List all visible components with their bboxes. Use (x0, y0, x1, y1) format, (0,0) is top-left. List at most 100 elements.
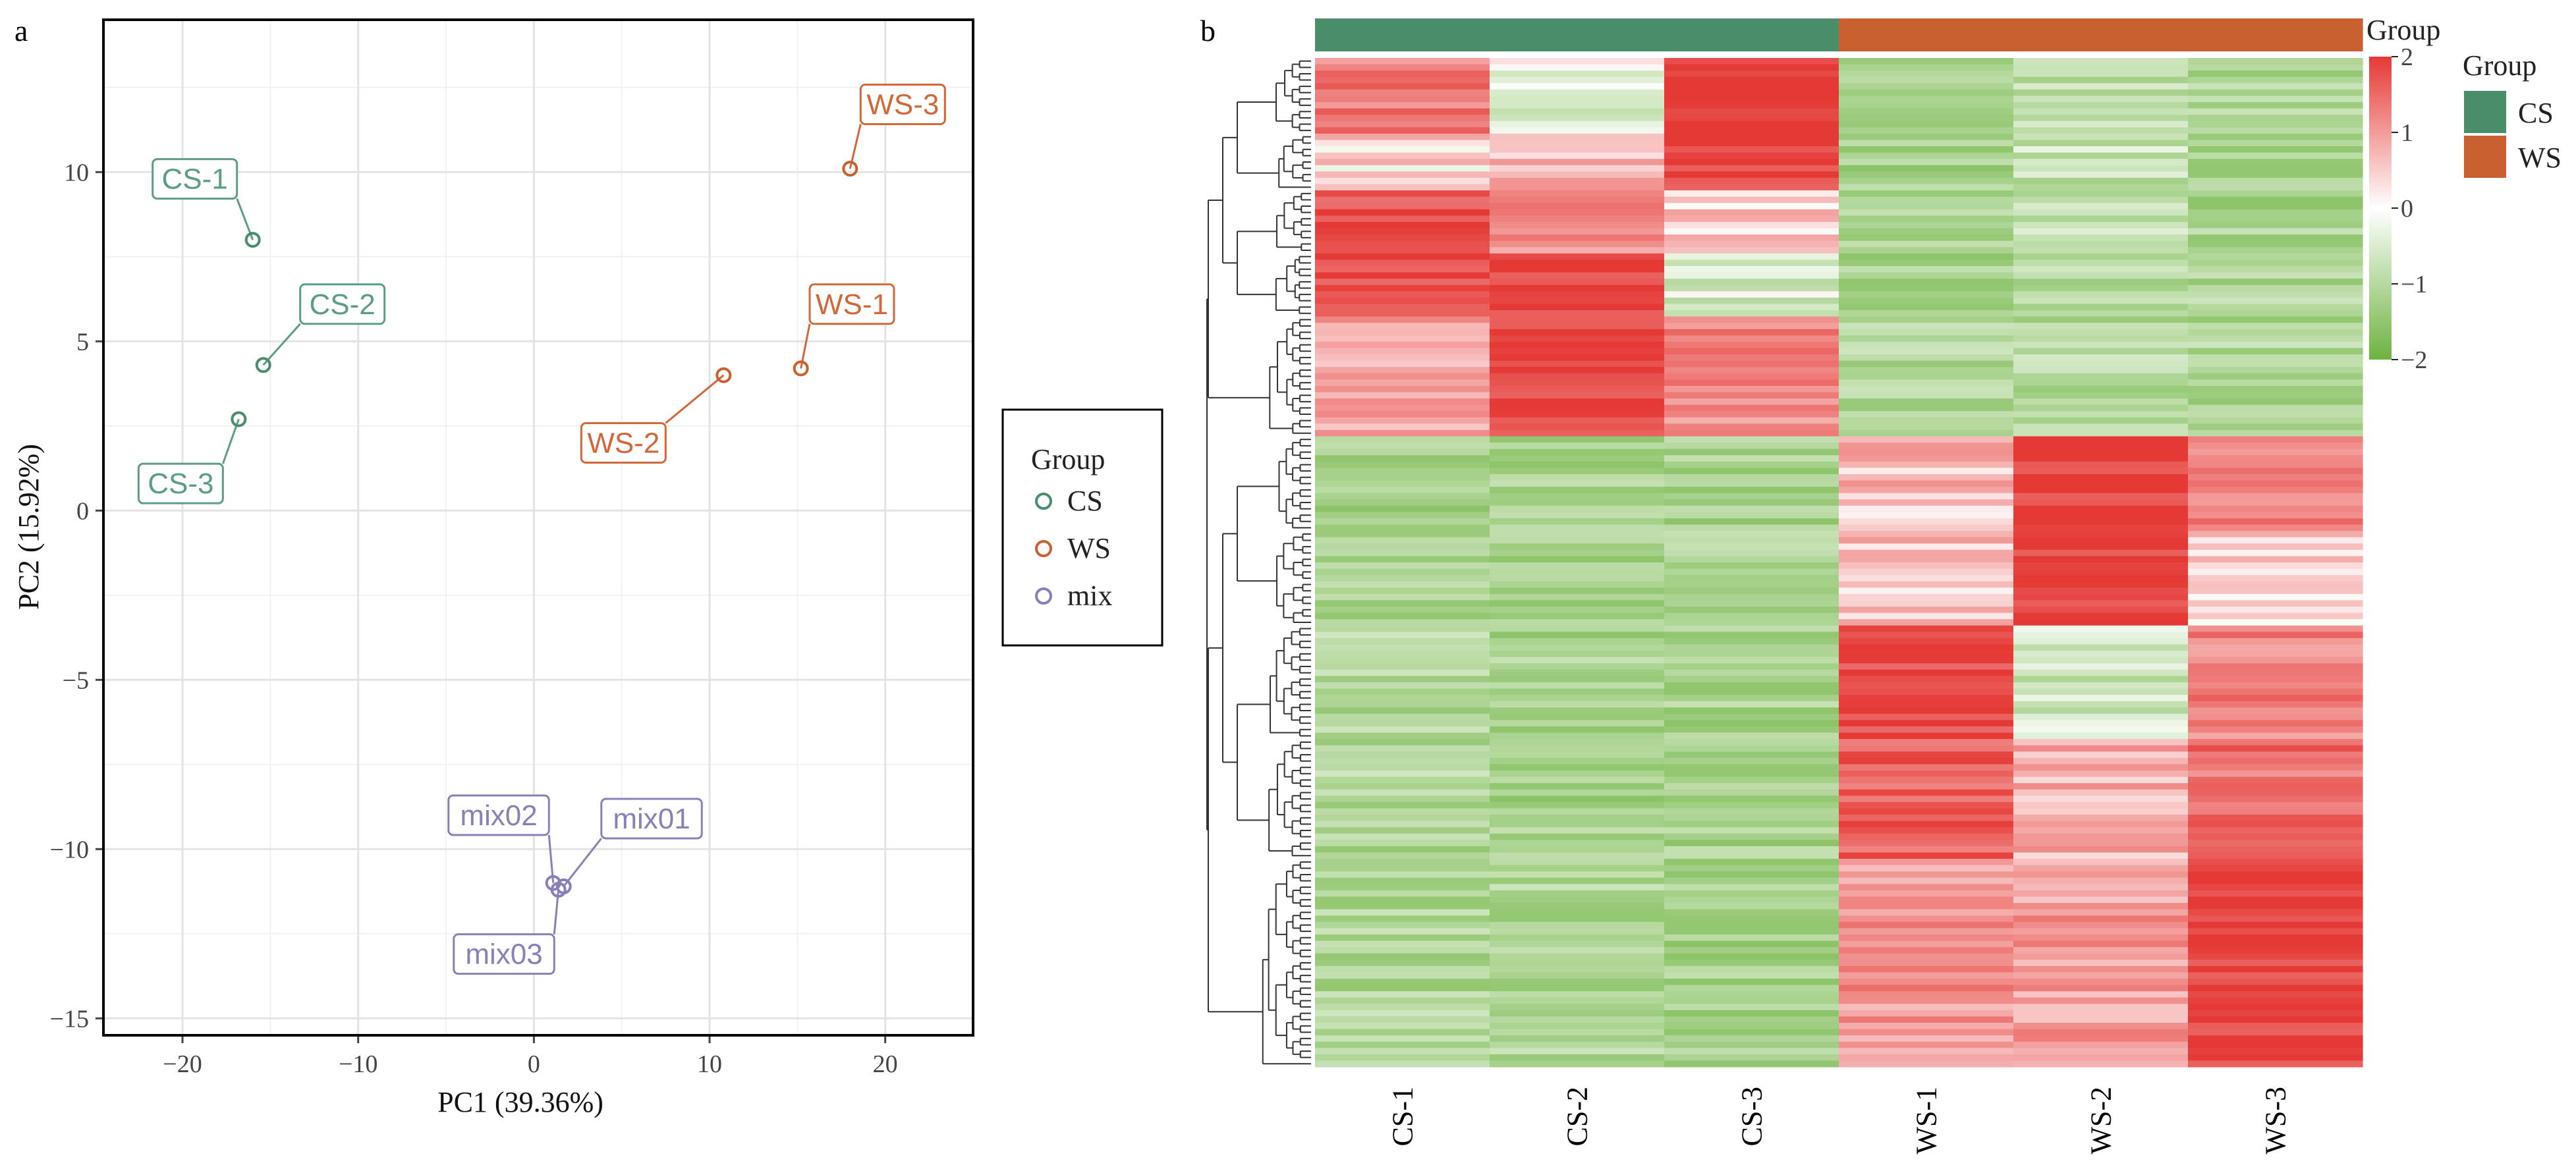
heatmap-cell (1490, 865, 1665, 872)
heatmap-cell (2188, 808, 2363, 815)
heatmap-cell (1664, 455, 1839, 462)
heatmap-cell (1315, 127, 1490, 134)
point-cs-3 (231, 411, 247, 427)
heatmap-cell (1839, 1010, 2014, 1017)
heatmap-cell (1490, 373, 1665, 380)
heatmap-cell (1664, 177, 1839, 185)
heatmap-cell (2188, 985, 2363, 992)
heatmap-column-labels: CS-1 CS-2 CS-3 WS-1 WS-2 WS-3 (1387, 1087, 2292, 1154)
heatmap-cell (1315, 701, 1490, 708)
heatmap-cell (1490, 411, 1665, 418)
heatmap-cell (1315, 1016, 1490, 1023)
legend-marker-mix (1035, 587, 1052, 605)
heatmap-cell (1490, 436, 1665, 443)
heatmap-cell (1315, 512, 1490, 519)
pca-x-axis-label: PC1 (39.36%) (437, 1086, 603, 1118)
heatmap-cell (1490, 1060, 1665, 1068)
heatmap-cell (1490, 348, 1665, 355)
heatmap-cell (1490, 64, 1665, 71)
heatmap-cell (1315, 997, 1490, 1004)
point-label-box (137, 462, 224, 504)
heatmap-cell (1490, 827, 1665, 834)
heatmap-cell (1839, 871, 2014, 879)
heatmap-cell (1839, 367, 2014, 374)
heatmap-cell (1490, 783, 1665, 790)
heatmap-cell (2013, 600, 2189, 607)
heatmap-cell (1664, 1035, 1839, 1043)
point-label-box (447, 794, 550, 836)
heatmap-cell (2013, 827, 2189, 834)
heatmap-cell (1664, 789, 1839, 796)
heatmap-cell (2013, 1022, 2189, 1030)
heatmap-cell (1839, 859, 2014, 866)
heatmap-cell (1490, 852, 1665, 859)
heatmap-cell (2013, 215, 2189, 223)
heatmap-cell (1839, 228, 2014, 235)
heatmap-cell (2013, 953, 2189, 960)
heatmap-cell (1490, 625, 1665, 632)
heatmap-cell (1315, 934, 1490, 942)
heatmap-cell (2013, 196, 2189, 204)
heatmap-cell (2188, 991, 2363, 998)
heatmap-cell (1664, 297, 1839, 305)
heatmap-cell (2013, 1035, 2189, 1043)
heatmap-cell (2013, 304, 2189, 311)
heatmap-cell (1664, 940, 1839, 948)
heatmap-cell (1664, 770, 1839, 778)
heatmap-cell (1490, 651, 1665, 658)
heatmap-cell (1490, 329, 1665, 336)
heatmap-cell (2188, 505, 2363, 512)
heatmap-cell (1315, 726, 1490, 734)
heatmap-cell (2188, 789, 2363, 796)
heatmap-cell (2013, 64, 2189, 71)
heatmap-cell (1490, 903, 1665, 910)
heatmap-cell (1315, 474, 1490, 481)
heatmap-cell (1315, 663, 1490, 670)
heatmap-cell (1490, 165, 1665, 172)
heatmap-cell (1315, 884, 1490, 891)
heatmap-cell (1839, 707, 2014, 715)
heatmap-cell (1490, 335, 1665, 342)
heatmap-cell (1490, 707, 1665, 715)
heatmap-cell (1839, 404, 2014, 412)
heatmap-cell (1315, 776, 1490, 784)
heatmap-cell (2188, 1016, 2363, 1023)
heatmap-cell (2188, 247, 2363, 254)
heatmap-cell (1315, 240, 1490, 248)
heatmap-cell (1839, 612, 2014, 620)
heatmap-cell (1664, 209, 1839, 216)
heatmap-cell (1315, 259, 1490, 267)
heatmap-cell (2188, 739, 2363, 746)
heatmap-cell (1490, 701, 1665, 708)
point-label: WS-3 (866, 89, 939, 121)
heatmap-cell (1664, 335, 1839, 342)
heatmap-cell (1664, 64, 1839, 71)
heatmap-cell (2188, 455, 2363, 462)
point-label-box (808, 283, 895, 325)
heatmap-cell (2188, 310, 2363, 317)
heatmap-cell (1664, 108, 1839, 115)
heatmap-cell (1490, 581, 1665, 588)
heatmap-cell (1490, 265, 1665, 273)
pca-legend-items: CS WS mix (1035, 485, 1112, 612)
heatmap-cell (1839, 783, 2014, 790)
heatmap-cell (2188, 682, 2363, 690)
heatmap-cell (1839, 815, 2014, 822)
heatmap-cell (2188, 184, 2363, 191)
heatmap-cell (2013, 146, 2189, 153)
heatmap-cell (1839, 83, 2014, 90)
heatmap-cell (1664, 184, 1839, 191)
heatmap-cell (2013, 259, 2189, 267)
heatmap-cell (1839, 385, 2014, 393)
heatmap-cell (1664, 171, 1839, 178)
heatmap-cell (1315, 651, 1490, 658)
heatmap-cell (1664, 272, 1839, 279)
heatmap-cell (1664, 991, 1839, 998)
heatmap-cell (1315, 764, 1490, 771)
heatmap-cell (1490, 76, 1665, 84)
heatmap-cell (2188, 499, 2363, 506)
heatmap-cell (1664, 146, 1839, 153)
heatmap-cell (1315, 1022, 1490, 1030)
heatmap-cell (2188, 152, 2363, 159)
heatmap-cell (2013, 209, 2189, 216)
